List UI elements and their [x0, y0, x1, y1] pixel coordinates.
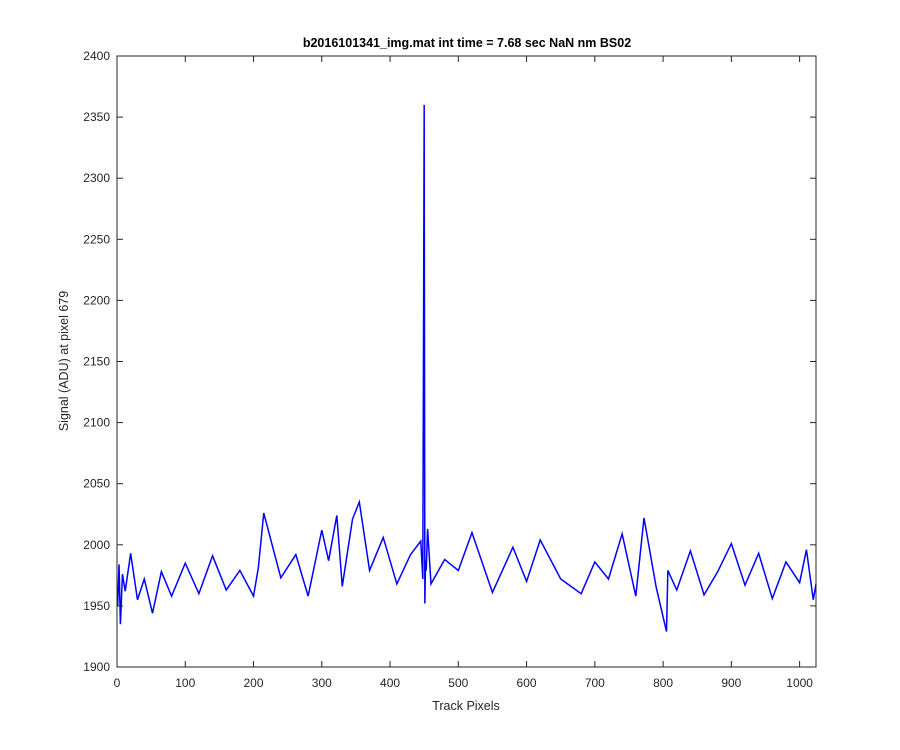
- y-tick-label: 1900: [83, 660, 110, 674]
- y-tick-label: 2200: [83, 293, 110, 307]
- x-tick-label: 800: [653, 676, 673, 690]
- x-tick-label: 200: [244, 676, 264, 690]
- y-tick-label: 2050: [83, 477, 110, 491]
- y-axis-label: Signal (ADU) at pixel 679: [57, 291, 71, 431]
- y-tick-label: 1950: [83, 599, 110, 613]
- y-tick-label: 2400: [83, 49, 110, 63]
- x-axis-label: Track Pixels: [432, 699, 500, 713]
- x-tick-label: 300: [312, 676, 332, 690]
- y-tick-label: 2350: [83, 110, 110, 124]
- x-tick-label: 0: [114, 676, 121, 690]
- y-tick-label: 2250: [83, 232, 110, 246]
- plot-area: [116, 104, 817, 632]
- x-tick-label: 700: [585, 676, 605, 690]
- signal-series-line: [116, 104, 817, 632]
- x-tick-label: 400: [380, 676, 400, 690]
- y-tick-label: 2150: [83, 355, 110, 369]
- y-tick-label: 2000: [83, 538, 110, 552]
- x-tick-label: 500: [448, 676, 468, 690]
- chart-title: b2016101341_img.mat int time = 7.68 sec …: [303, 36, 631, 50]
- x-tick-label: 600: [517, 676, 537, 690]
- ticks: 0 100 200 300 400 500 600 700 800 900 1000 1900 1950…: [83, 49, 816, 690]
- x-tick-label: 100: [175, 676, 195, 690]
- y-tick-label: 2100: [83, 416, 110, 430]
- x-tick-label: 900: [721, 676, 741, 690]
- x-tick-label: 1000: [786, 676, 813, 690]
- y-tick-label: 2300: [83, 171, 110, 185]
